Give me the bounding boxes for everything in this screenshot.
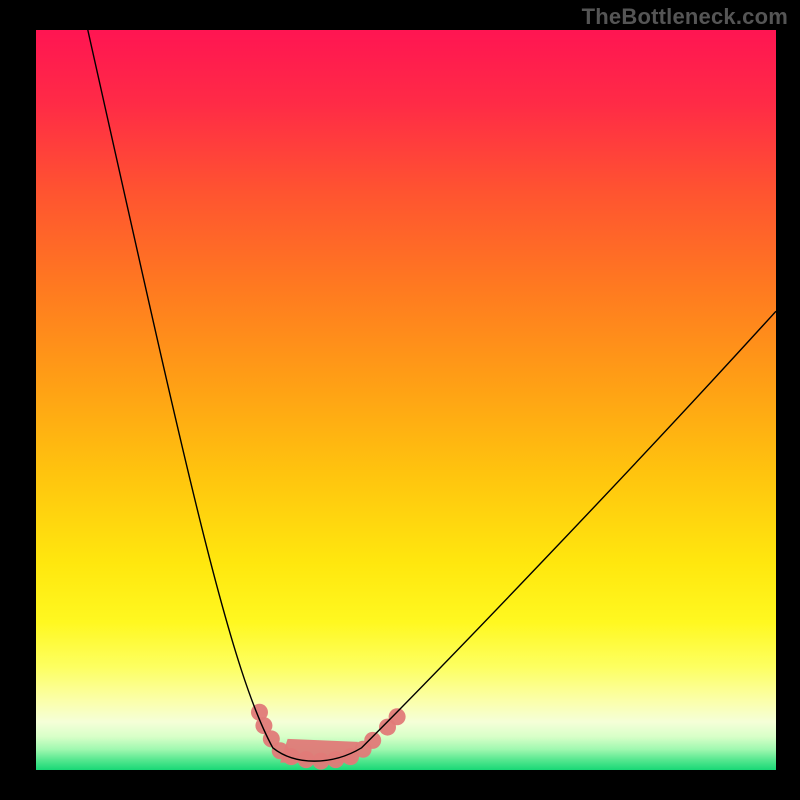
plot-area (36, 30, 776, 770)
trough-band (280, 739, 358, 763)
chart-canvas: TheBottleneck.com (0, 0, 800, 800)
bottleneck-chart (36, 30, 776, 770)
watermark-text: TheBottleneck.com (582, 4, 788, 30)
gradient-background (36, 30, 776, 770)
